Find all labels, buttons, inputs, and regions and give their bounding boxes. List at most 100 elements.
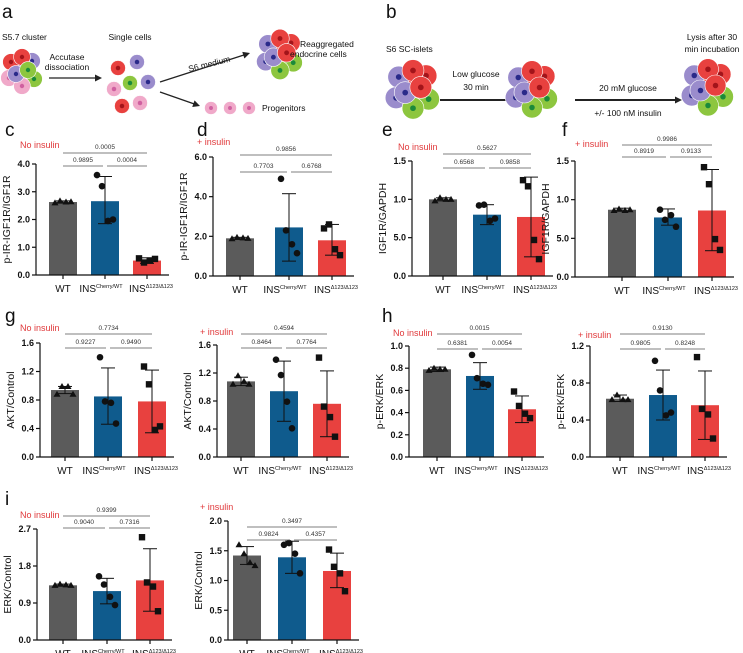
x-tick-label-superscript: Δ123/Δ123	[521, 466, 548, 472]
data-point-circle	[656, 206, 664, 214]
x-tick-label-superscript: Cherry/WT	[275, 466, 302, 472]
p-value-label: 0.9040	[74, 519, 94, 526]
condition-label: + insulin	[578, 330, 611, 340]
y-tick-label: 1.0	[556, 195, 569, 205]
data-point-triangle	[251, 562, 259, 569]
data-point-circle	[662, 412, 670, 419]
data-point-triangle	[69, 390, 77, 397]
arrow-icon	[159, 91, 200, 107]
x-tick-label-main: WT	[612, 466, 628, 477]
y-tick-label: 0.5	[209, 605, 222, 615]
data-point-square	[331, 246, 339, 253]
schematic-a-step1-label: Accutase	[50, 52, 85, 62]
y-axis-label: AKT/Control	[182, 372, 194, 429]
x-tick-label: INSCherry/WT	[454, 466, 498, 477]
data-point-triangle	[431, 197, 439, 204]
x-tick-label-superscript: Δ123/Δ123	[331, 285, 358, 291]
data-point-square	[704, 411, 712, 418]
x-tick-label-main: INS	[642, 286, 659, 297]
x-tick-label-superscript: Δ123/Δ123	[149, 649, 176, 653]
data-point-triangle	[67, 581, 75, 588]
data-point-square	[693, 353, 701, 361]
panel-letter: d	[197, 120, 208, 141]
data-point-triangle	[240, 377, 248, 384]
arrow-icon	[575, 96, 682, 104]
y-axis-label: p-IR-IGF1R/IGF1R	[1, 175, 13, 264]
panel-letter: h	[382, 306, 393, 327]
p-value-label: 0.9895	[73, 157, 93, 164]
x-tick-label-main: WT	[232, 285, 248, 296]
data-point-triangle	[246, 559, 254, 566]
bar-wt	[233, 555, 261, 640]
data-point-circle	[288, 425, 296, 432]
data-point-circle	[661, 216, 669, 224]
x-tick-label-main: INS	[513, 285, 530, 296]
y-tick-label: 0.8	[21, 395, 34, 405]
error-bar	[661, 208, 675, 226]
data-point-triangle	[245, 380, 253, 387]
data-point-triangle	[447, 195, 455, 202]
x-tick-label-main: WT	[55, 284, 71, 295]
x-tick-label: INSΔ123/Δ123	[134, 466, 178, 477]
data-point-triangle	[619, 396, 627, 403]
data-point-circle	[479, 380, 487, 388]
x-tick-label-superscript: Cherry/WT	[659, 286, 686, 292]
schematic-b-end-label: Lysis after 30	[687, 32, 738, 42]
data-point-circle	[480, 201, 488, 208]
y-tick-label: 5.0	[556, 233, 569, 243]
data-point-triangle	[229, 380, 237, 387]
data-point-circle	[282, 227, 290, 234]
data-point-triangle	[234, 372, 242, 379]
data-point-square	[341, 588, 349, 595]
x-tick-label-main: INS	[694, 286, 711, 297]
data-point-triangle	[62, 581, 70, 588]
y-tick-label: 1.8	[18, 561, 31, 571]
panel-letter: e	[382, 120, 393, 141]
data-point-square	[711, 235, 719, 243]
x-tick-label: INSCherry/WT	[258, 466, 302, 477]
data-point-square	[331, 433, 339, 440]
data-point-circle	[486, 217, 494, 225]
x-tick-label: INSΔ123/Δ123	[314, 285, 358, 296]
p-value-label: 0.7703	[254, 163, 274, 170]
y-tick-label: 2.0	[194, 231, 207, 241]
p-value-label: 0.9130	[653, 325, 673, 332]
data-point-triangle	[62, 198, 70, 205]
cell-cluster-icon	[680, 58, 734, 117]
y-tick-label: 1.0	[390, 341, 403, 351]
data-point-square	[140, 363, 148, 370]
data-point-triangle	[425, 366, 433, 373]
data-point-triangle	[235, 541, 243, 548]
error-bar	[101, 367, 115, 425]
data-point-triangle	[621, 206, 629, 213]
data-point-square	[515, 402, 523, 410]
p-value-label: 0.9856	[276, 146, 296, 153]
cell-cluster-icon	[504, 60, 558, 119]
x-tick-label: INSΔ123/Δ123	[132, 649, 176, 653]
y-axis-label: p-ERK/ERK	[555, 374, 567, 429]
bar-wt	[49, 202, 77, 275]
schematic-a-single-label: Single cells	[109, 32, 152, 42]
chart-i-no-insulin: 0.00.91.82.7ERK/ControlWTINSCherry/WTINS…	[2, 507, 176, 653]
x-tick-label-main: WT	[614, 286, 630, 297]
progenitor-cell-icon	[223, 101, 237, 115]
schematic-b-step1-label: Low glucose	[452, 69, 500, 79]
condition-label: + insulin	[575, 139, 608, 149]
data-point-square	[325, 546, 333, 553]
arrow-icon	[159, 51, 250, 83]
data-point-circle	[293, 249, 301, 257]
y-tick-label: 0.4	[571, 415, 584, 425]
y-axis-label: p-ERK/ERK	[374, 374, 386, 429]
data-point-triangle	[430, 364, 438, 371]
data-point-circle	[491, 215, 499, 222]
data-point-square	[315, 354, 323, 361]
cell-cluster-icon	[0, 48, 43, 95]
data-point-triangle	[239, 234, 247, 241]
y-tick-label: 0.0	[17, 270, 30, 280]
y-tick-label: 0.0	[194, 271, 207, 281]
data-point-circle	[111, 601, 119, 609]
cell-icon	[114, 98, 130, 114]
y-tick-label: 2.0	[17, 215, 30, 225]
y-tick-label: 6.0	[194, 152, 207, 162]
